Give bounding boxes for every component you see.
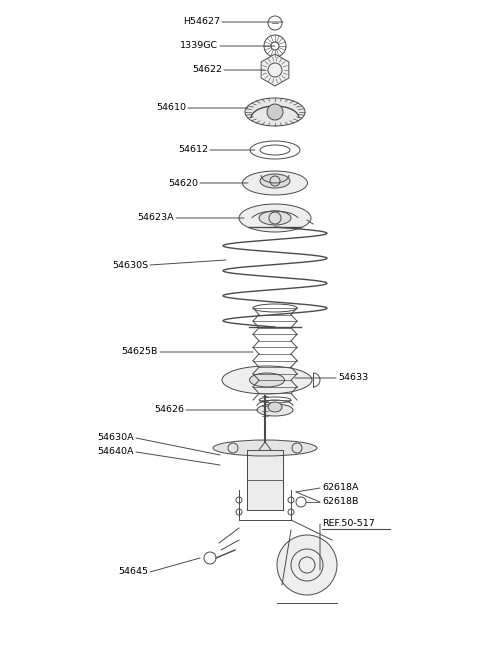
Text: 54626: 54626 xyxy=(154,405,184,415)
Text: 54640A: 54640A xyxy=(97,447,134,457)
Text: 54623A: 54623A xyxy=(137,213,174,222)
Text: 54630S: 54630S xyxy=(112,260,148,270)
Text: 54630A: 54630A xyxy=(97,434,134,443)
Ellipse shape xyxy=(260,174,290,188)
Text: 54622: 54622 xyxy=(192,66,222,75)
Text: 54612: 54612 xyxy=(178,146,208,155)
Ellipse shape xyxy=(242,171,308,195)
Circle shape xyxy=(277,535,337,595)
Text: 62618B: 62618B xyxy=(322,497,359,506)
Ellipse shape xyxy=(259,211,291,225)
Text: 62618A: 62618A xyxy=(322,483,359,493)
Ellipse shape xyxy=(213,440,317,456)
Text: 54633: 54633 xyxy=(338,373,368,382)
Bar xyxy=(247,450,283,510)
Ellipse shape xyxy=(239,204,311,232)
Ellipse shape xyxy=(268,402,282,412)
Ellipse shape xyxy=(245,98,305,126)
Text: 54620: 54620 xyxy=(168,178,198,188)
Ellipse shape xyxy=(257,404,293,416)
Polygon shape xyxy=(261,54,289,86)
Ellipse shape xyxy=(222,366,312,394)
Circle shape xyxy=(267,104,283,120)
Text: H54627: H54627 xyxy=(183,18,220,26)
Text: 1339GC: 1339GC xyxy=(180,41,218,51)
Text: REF.50-517: REF.50-517 xyxy=(322,520,375,529)
Text: 54645: 54645 xyxy=(118,567,148,577)
Ellipse shape xyxy=(250,373,285,387)
Text: 54625B: 54625B xyxy=(121,348,158,356)
Text: 54610: 54610 xyxy=(156,104,186,112)
